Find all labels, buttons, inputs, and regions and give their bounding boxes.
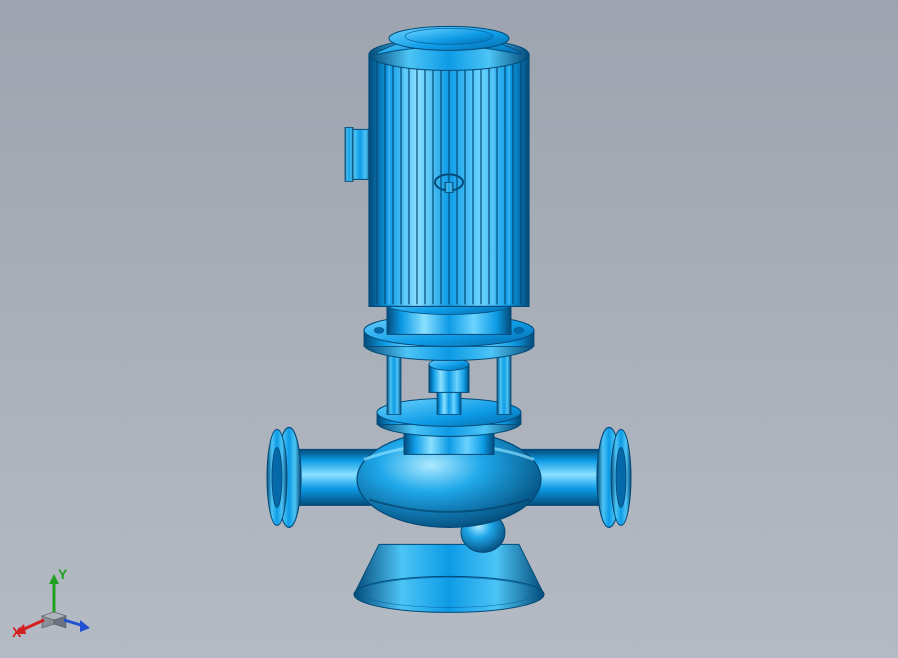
motor-top-cap [369,26,529,70]
motor-body [369,54,529,306]
origin-cube-icon [42,612,66,628]
pedestal-base [354,544,544,612]
pump-model-svg [219,14,679,614]
axis-triad[interactable]: X Y [10,568,90,648]
x-axis-label: X [12,624,21,640]
cad-model-pump[interactable] [219,14,679,619]
motor-junction-box [345,127,371,181]
z-axis-icon [64,620,90,632]
y-axis-label: Y [58,566,67,582]
axis-triad-svg [10,568,90,648]
cad-viewport[interactable]: X Y [0,0,898,658]
